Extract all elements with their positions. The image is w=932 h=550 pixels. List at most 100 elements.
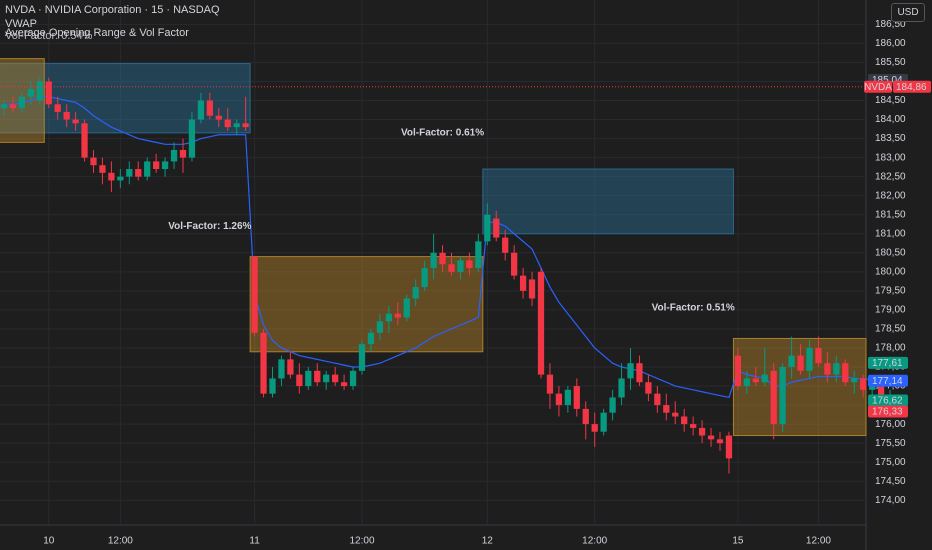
vol-factor-label: Vol-Factor: 0.51% <box>652 303 735 314</box>
candle-body <box>537 271 545 375</box>
candle-body <box>860 378 867 390</box>
candle-body <box>117 176 124 181</box>
candle-body <box>188 119 196 158</box>
price-tag <box>868 356 908 369</box>
candle-body <box>761 374 768 383</box>
candle-body <box>851 378 858 383</box>
y-tick-label: 184,00 <box>875 114 906 125</box>
candle-body <box>457 260 464 272</box>
candle-body <box>430 252 437 269</box>
candle-body <box>54 104 61 112</box>
candle-body <box>340 382 348 387</box>
y-tick-label: 186,50 <box>875 19 906 30</box>
y-tick-label: 183,00 <box>875 152 906 163</box>
candle-body <box>260 332 267 394</box>
candle-body <box>636 363 643 383</box>
price-tag <box>868 394 908 407</box>
candle-body <box>314 370 321 383</box>
indicator-label[interactable]: Average Opening Range & Vol Factor <box>5 27 189 39</box>
currency-button[interactable]: USD <box>891 3 925 22</box>
candle-body <box>573 386 580 409</box>
candle-body <box>448 264 455 272</box>
candle-body <box>609 397 616 413</box>
opening-range <box>482 168 734 235</box>
candle-body <box>179 150 187 158</box>
candle-body <box>716 439 724 444</box>
y-tick-label: 180,50 <box>875 247 906 258</box>
last-price-tag <box>893 80 931 93</box>
candle-body <box>564 389 571 406</box>
price-tag-label: 185,04 <box>872 75 903 86</box>
candle-body <box>153 161 160 170</box>
vol-factor-label: Vol-Factor: 1.26% <box>168 221 251 232</box>
y-tick-label: 182,50 <box>875 171 906 182</box>
candle-body <box>144 161 151 177</box>
candle-body <box>358 344 366 371</box>
candle-body <box>877 386 885 402</box>
candle-body <box>439 252 446 265</box>
candle-body <box>233 123 240 128</box>
candle-body <box>591 424 598 432</box>
candle-body <box>99 165 106 173</box>
candle-body <box>869 386 876 390</box>
candle-body <box>511 252 518 276</box>
candle-body <box>528 279 536 299</box>
price-tag-label: 176,62 <box>872 396 903 407</box>
candle-body <box>412 287 419 299</box>
candle-body <box>681 416 688 425</box>
candle-body <box>72 119 79 124</box>
y-tick-label: 178,50 <box>875 324 906 335</box>
vwap-line <box>4 96 891 399</box>
candle-body <box>779 367 786 425</box>
candle-body <box>555 393 563 406</box>
candle-body <box>349 370 357 387</box>
candle-body <box>663 405 670 413</box>
x-tick-label: 10 <box>43 536 55 547</box>
candle-body <box>323 374 330 383</box>
candle-body <box>287 359 294 375</box>
candle-body <box>618 378 625 398</box>
candle-body <box>18 96 26 109</box>
candle-body <box>394 313 401 318</box>
y-tick-label: 179,00 <box>875 305 906 316</box>
y-tick-label: 186,00 <box>875 38 906 49</box>
y-tick-label: 179,50 <box>875 286 906 297</box>
candle-body <box>305 370 312 387</box>
price-tag-label: 176,33 <box>872 407 903 418</box>
candle-body <box>484 214 491 242</box>
indicator-label[interactable]: VWAP <box>5 18 37 30</box>
candle-body <box>278 359 285 379</box>
candle-body <box>215 115 222 120</box>
x-tick-label: 11 <box>249 536 260 547</box>
candle-body <box>36 81 43 101</box>
x-tick-label: 12:00 <box>349 536 374 547</box>
candle-body <box>672 412 679 417</box>
x-tick-label: 12:00 <box>582 536 607 547</box>
x-tick-label: 12 <box>482 536 494 547</box>
candle-body <box>242 123 249 128</box>
y-tick-label: 174,00 <box>875 495 906 506</box>
candle-body <box>493 218 500 238</box>
symbol-tag <box>864 80 892 93</box>
candle-body <box>627 363 634 379</box>
candle-body <box>206 100 213 116</box>
candle-body <box>690 424 697 428</box>
x-tick-label: 12:00 <box>806 536 831 547</box>
price-tag <box>868 405 908 418</box>
candle-body <box>475 241 482 269</box>
last-price-label: 184,86 <box>896 82 927 93</box>
candle-body <box>698 427 706 436</box>
candle-body <box>403 298 410 318</box>
candle-body <box>45 81 52 105</box>
candle-body <box>0 104 8 109</box>
candle-body <box>842 363 849 383</box>
candle-body <box>385 313 392 322</box>
candle-body <box>707 435 715 440</box>
y-tick-label: 175,00 <box>875 457 906 468</box>
y-tick-label: 182,00 <box>875 190 906 201</box>
y-tick-label: 183,50 <box>875 133 906 144</box>
candle-body <box>126 169 133 177</box>
candle-body <box>654 393 661 406</box>
